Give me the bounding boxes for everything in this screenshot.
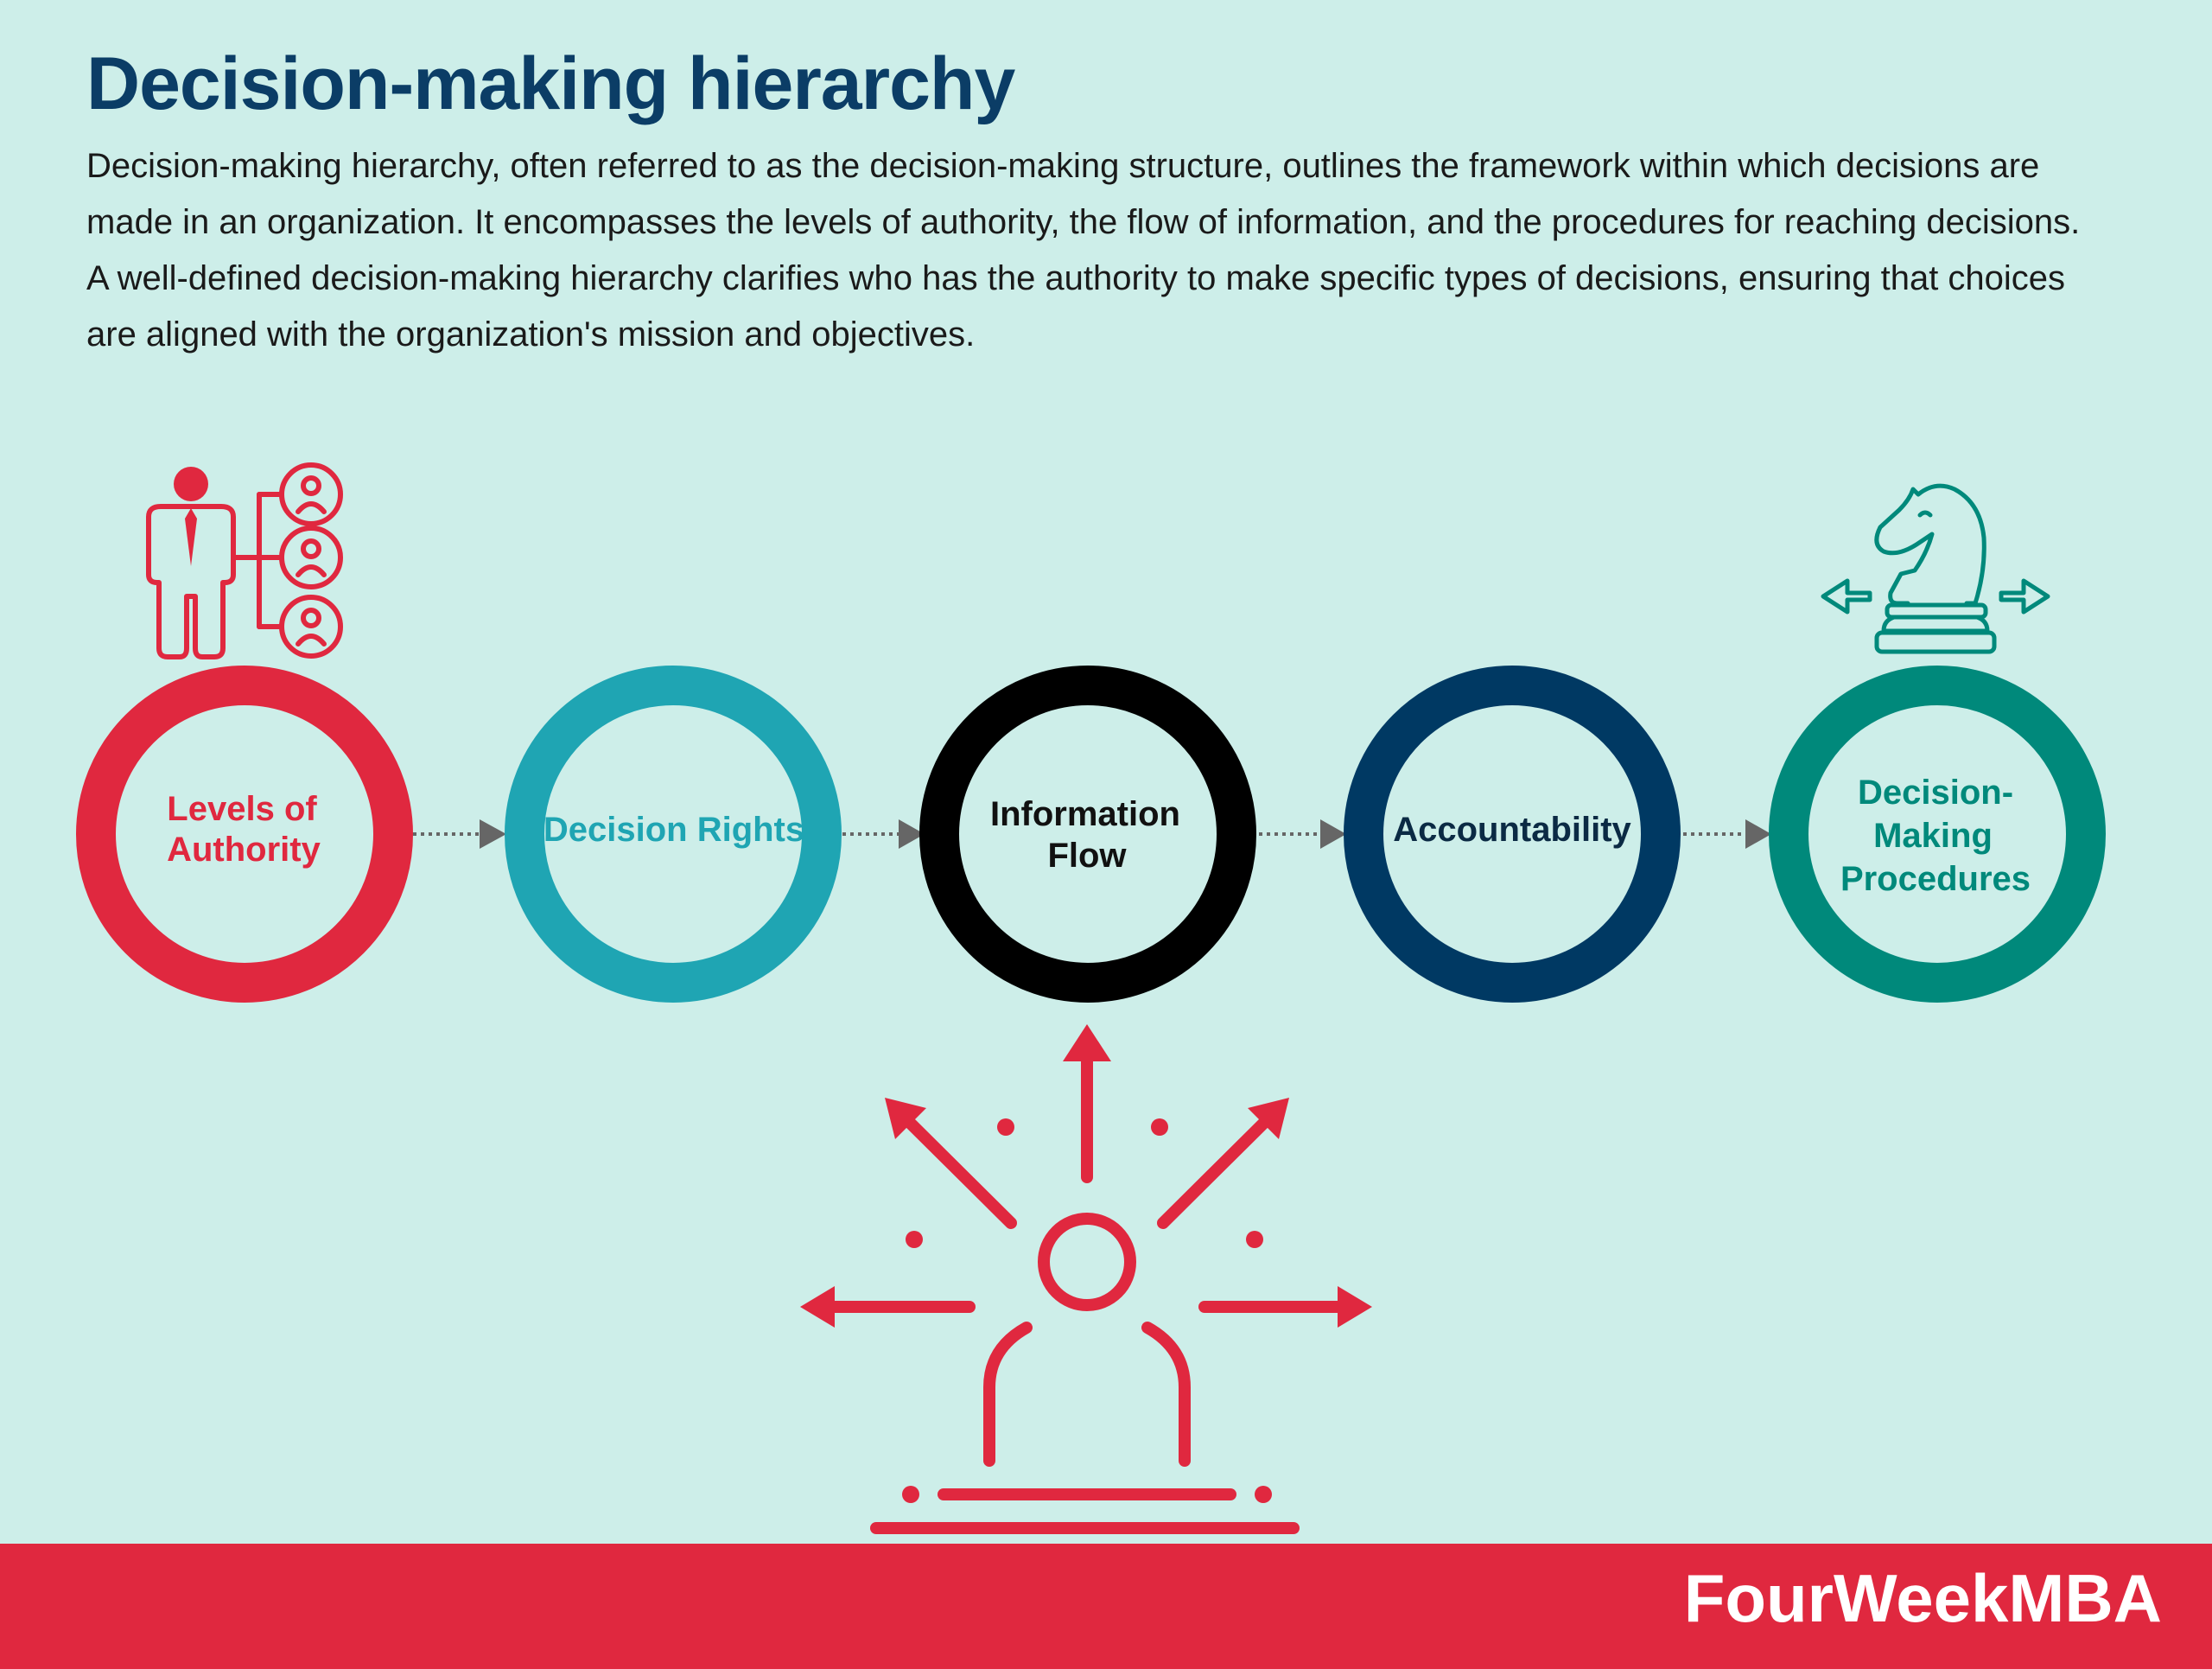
person-arrows-icon xyxy=(800,1024,1372,1534)
ring-levels-of-authority xyxy=(76,666,413,1003)
label-decision-rights: Decision Rights xyxy=(543,811,804,849)
arrowhead-4 xyxy=(1745,819,1771,849)
arrowhead-2 xyxy=(899,819,925,849)
step-decision-making-procedures: Decision- Making Procedures xyxy=(1769,666,2106,1003)
ring-decision-rights xyxy=(505,666,842,1003)
page-title: Decision-making hierarchy xyxy=(86,42,1015,125)
connector-arrowheads xyxy=(480,819,1771,849)
ring-information-flow xyxy=(919,666,1256,1003)
label-procedures-line3: Procedures xyxy=(1840,860,2031,898)
chess-knight-icon xyxy=(1821,483,2050,654)
label-levels-of-authority-line1: Levels of xyxy=(167,790,317,828)
label-information-flow-line1: Information xyxy=(990,795,1180,833)
label-accountability: Accountability xyxy=(1393,811,1631,849)
label-procedures-line2: Making xyxy=(1873,817,1993,855)
brand-logo: FourWeekMBA xyxy=(1683,1560,2162,1636)
org-hierarchy-icon xyxy=(146,462,343,659)
step-decision-rights: Decision Rights xyxy=(505,666,842,1003)
footer-bar: FourWeekMBA xyxy=(0,1544,2212,1669)
ring-decision-making-procedures xyxy=(1769,666,2106,1003)
arrowhead-1 xyxy=(480,819,506,849)
step-information-flow: Information Flow xyxy=(919,666,1256,1003)
ring-accountability xyxy=(1344,666,1681,1003)
step-levels-of-authority: Levels of Authority xyxy=(76,666,413,1003)
step-accountability: Accountability xyxy=(1344,666,1681,1003)
arrowhead-3 xyxy=(1320,819,1346,849)
label-levels-of-authority-line2: Authority xyxy=(167,831,321,869)
label-procedures-line1: Decision- xyxy=(1858,774,2013,812)
page-description: Decision-making hierarchy, often referre… xyxy=(86,147,2081,354)
label-information-flow-line2: Flow xyxy=(1047,837,1127,875)
